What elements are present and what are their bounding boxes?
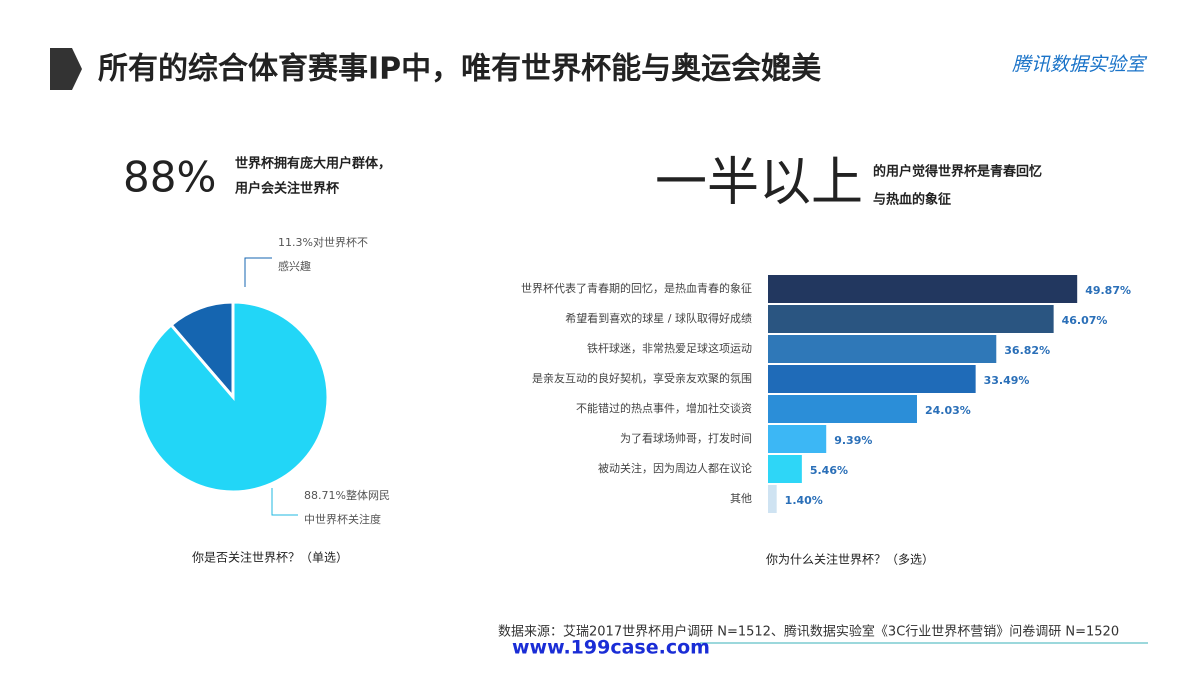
- pie-value-label: 11.3%: [278, 236, 313, 249]
- bar: [768, 275, 1078, 303]
- bar: [768, 305, 1054, 333]
- source: 数据来源：艾瑞2017世界杯用户调研 N=1512、腾讯数据实验室《3C行业世界…: [498, 624, 1119, 640]
- pie-label: 11.3%对世界杯不感兴趣: [278, 231, 374, 279]
- pie-value-label: 88.71%: [304, 489, 346, 502]
- bar-category-label: 世界杯代表了青春期的回忆，是热血青春的象征: [521, 281, 752, 295]
- bar-category-label: 希望看到喜欢的球星 / 球队取得好成绩: [565, 311, 752, 325]
- bar-value-label: 49.87%: [1085, 284, 1131, 297]
- pie-label: 88.71%整体网民中世界杯关注度: [304, 484, 400, 532]
- chart-title: 你为什么关注世界杯？（多选）: [766, 552, 934, 567]
- bar-value-label: 36.82%: [1004, 344, 1050, 357]
- bar-category-label: 为了看球场帅哥，打发时间: [620, 431, 752, 445]
- stat-text: 用户会关注世界杯: [234, 181, 340, 197]
- leader-line: [271, 488, 298, 516]
- bar: [768, 455, 802, 483]
- stat-figure: 一半以上: [655, 153, 863, 213]
- watermark: www.199case.com: [512, 637, 710, 659]
- bar: [768, 365, 976, 393]
- bar: [768, 425, 827, 453]
- title-icon: [50, 48, 82, 90]
- bar: [768, 335, 997, 363]
- brand: 腾讯数据实验室: [1012, 54, 1148, 76]
- pie-category-label: 对世界杯不感兴趣: [278, 236, 368, 273]
- bar-category-label: 被动关注，因为周边人都在议论: [598, 461, 752, 475]
- chart-title: 你是否关注世界杯？（单选）: [192, 550, 348, 565]
- bar-category-label: 其他: [730, 492, 752, 505]
- stat-figure: 88%: [123, 153, 216, 202]
- bar-category-label: 是亲友互动的良好契机，享受亲友欢聚的氛围: [532, 371, 752, 385]
- bar-value-label: 33.49%: [984, 374, 1030, 387]
- leader-line: [244, 257, 272, 287]
- pie-category-label: 整体网民中世界杯关注度: [304, 489, 390, 526]
- stat-text: 与热血的象征: [873, 192, 951, 208]
- bar-category-label: 不能错过的热点事件，增加社交谈资: [576, 401, 752, 415]
- bar: [768, 485, 777, 513]
- bar-value-label: 9.39%: [834, 434, 872, 447]
- bar-value-label: 24.03%: [925, 404, 971, 417]
- stat-text: 世界杯拥有庞大用户群体，: [235, 156, 391, 172]
- bar-value-label: 1.40%: [785, 494, 823, 507]
- bar-value-label: 5.46%: [810, 464, 848, 477]
- stat-text: 的用户觉得世界杯是青春回忆: [873, 164, 1042, 180]
- bar-value-label: 46.07%: [1062, 314, 1108, 327]
- bar: [768, 395, 917, 423]
- bar-category-label: 铁杆球迷，非常热爱足球这项运动: [587, 341, 752, 355]
- slide-title: 所有的综合体育赛事IP中，唯有世界杯能与奥运会媲美: [98, 52, 821, 87]
- pie-slice: [136, 300, 330, 494]
